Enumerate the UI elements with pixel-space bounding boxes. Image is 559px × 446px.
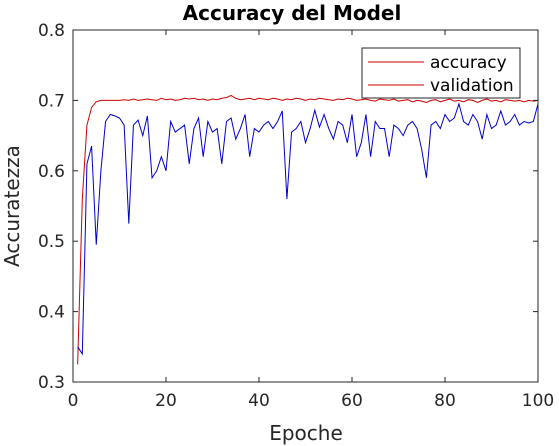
y-tick-label: 0.8 xyxy=(38,21,65,41)
plot-frame xyxy=(72,29,539,383)
x-tick-label: 80 xyxy=(434,391,456,411)
y-tick-label: 0.7 xyxy=(38,91,65,111)
x-tick-label: 100 xyxy=(522,391,554,411)
series-line-accuracy xyxy=(77,94,539,365)
x-tick-label: 20 xyxy=(155,391,177,411)
x-axis-title: Epoche xyxy=(269,421,343,445)
x-tick-label: 40 xyxy=(248,391,270,411)
chart-title: Accuracy del Model xyxy=(183,1,402,25)
legend-label-accuracy: accuracy xyxy=(430,53,507,73)
y-tick-label: 0.5 xyxy=(38,232,65,252)
y-tick-label: 0.3 xyxy=(38,373,65,393)
y-tick-label: 0.6 xyxy=(38,162,65,182)
legend-label-validation: validation xyxy=(430,76,514,96)
legend: accuracy validation xyxy=(361,47,521,99)
legend-box xyxy=(361,47,521,99)
series-line-validation xyxy=(77,102,539,356)
x-axis: 0 20 40 60 80 100 xyxy=(68,30,554,411)
y-tick-label: 0.4 xyxy=(38,303,65,323)
x-tick-label: 0 xyxy=(68,391,79,411)
y-axis-title: Accuratezza xyxy=(0,145,24,267)
series-layer xyxy=(77,94,539,365)
y-axis: 0.3 0.4 0.5 0.6 0.7 0.8 xyxy=(38,21,538,393)
x-tick-label: 60 xyxy=(341,391,363,411)
